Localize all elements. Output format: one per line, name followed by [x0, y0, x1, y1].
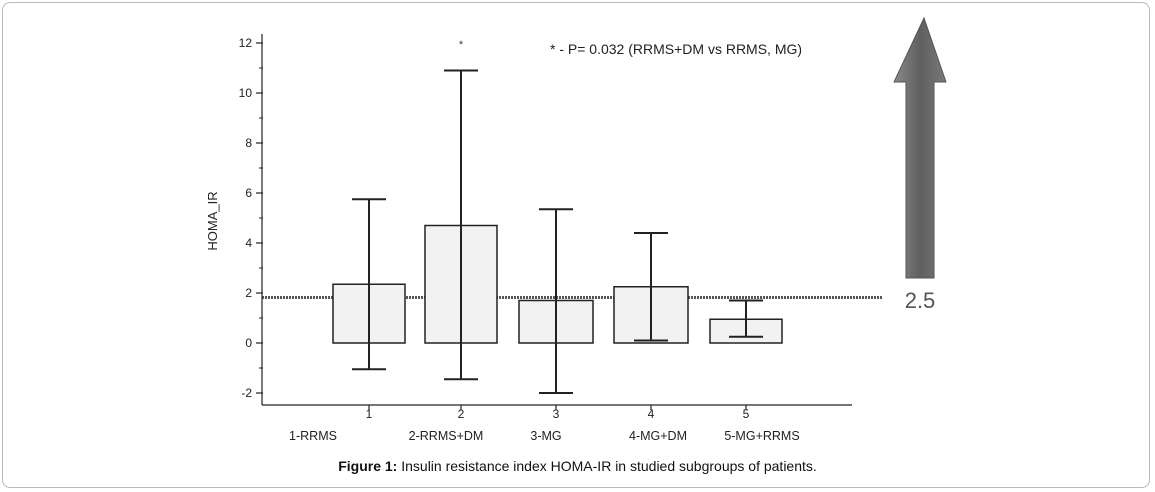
- group-label: 4-MG+DM: [629, 429, 687, 443]
- reference-value-label: 2.5: [905, 288, 936, 313]
- x-tick-label: 5: [743, 407, 750, 421]
- x-tick-label: 1: [366, 407, 373, 421]
- x-tick-label: 2: [458, 407, 465, 421]
- caption-text: Insulin resistance index HOMA-IR in stud…: [397, 458, 817, 474]
- y-tick-label: -2: [241, 386, 252, 400]
- y-tick-label: 10: [239, 86, 253, 100]
- group-label: 5-MG+RRMS: [724, 429, 799, 443]
- up-arrow-icon: [893, 16, 947, 279]
- group-label: 1-RRMS: [289, 429, 337, 443]
- x-tick-label: 4: [648, 407, 655, 421]
- caption-label: Figure 1:: [338, 458, 398, 474]
- group-label: 3-MG: [530, 429, 561, 443]
- y-axis-label: HOMA_IR: [205, 191, 220, 250]
- y-tick-label: 4: [245, 236, 252, 250]
- x-tick-label: 3: [553, 407, 560, 421]
- y-tick-label: 8: [245, 136, 252, 150]
- y-tick-label: 6: [245, 186, 252, 200]
- figure-caption: Figure 1: Insulin resistance index HOMA-…: [0, 458, 1155, 474]
- y-tick-label: 12: [239, 36, 253, 50]
- group-label: 2-RRMS+DM: [409, 429, 484, 443]
- y-tick-label: 0: [245, 336, 252, 350]
- significance-marker: *: [459, 39, 464, 51]
- significance-annotation: * - P= 0.032 (RRMS+DM vs RRMS, MG): [550, 41, 802, 57]
- y-tick-label: 2: [245, 286, 252, 300]
